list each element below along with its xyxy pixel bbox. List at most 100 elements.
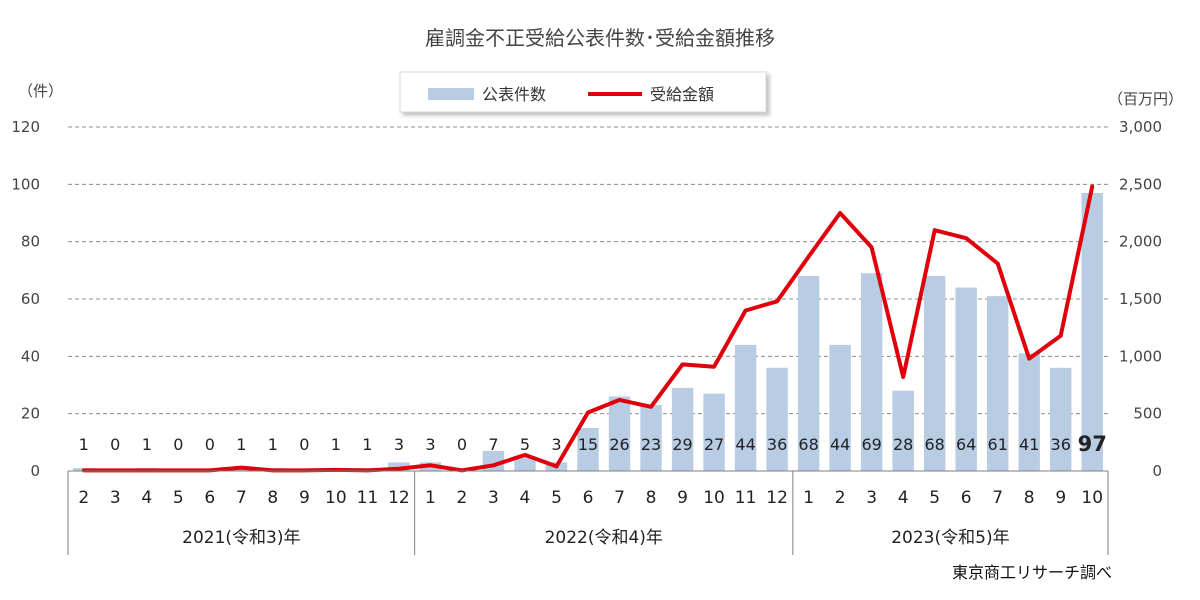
x-tick-label: 3: [110, 488, 121, 508]
x-tick-label: 4: [520, 488, 531, 508]
bar-value-label: 7: [488, 435, 498, 454]
bar: [955, 287, 977, 471]
x-tick-label: 5: [551, 488, 562, 508]
left-tick-label: 120: [11, 118, 40, 136]
right-tick-label: 2,500: [1119, 175, 1162, 193]
bar: [1050, 367, 1072, 471]
x-tick-label: 4: [898, 488, 909, 508]
right-tick-label: 1,000: [1119, 347, 1162, 365]
x-tick-label: 9: [677, 488, 688, 508]
year-label: 2021(令和3)年: [182, 528, 300, 548]
bar: [1081, 192, 1103, 471]
amount-line: [81, 184, 1095, 473]
x-tick-label: 8: [267, 488, 278, 508]
x-tick-label: 12: [388, 488, 410, 508]
bar-value-label: 0: [110, 435, 120, 454]
bar-value-label: 23: [641, 435, 661, 454]
x-axis: 2 3 4 5 6 7 8 9 10 11 12 1 2 3 4 5 6 7 8 9 10 11 12 1 2 3 4 5 6 7 8 9 10…: [67, 470, 1109, 555]
bar-value-label: 15: [578, 435, 598, 454]
bar: [860, 273, 883, 471]
left-tick-label: 100: [11, 175, 40, 193]
left-tick-label: 60: [21, 290, 40, 308]
bar-value-label: 26: [609, 435, 629, 454]
x-tick-label: 10: [325, 488, 347, 508]
line-series: [81, 184, 1095, 473]
legend-bar-swatch: [428, 88, 474, 100]
bar: [703, 393, 725, 471]
x-tick-label: 5: [173, 488, 184, 508]
legend-bar-label: 公表件数: [482, 85, 546, 104]
x-tick-label: 11: [357, 488, 379, 508]
left-tick-label: 0: [30, 462, 40, 480]
x-tick-label: 3: [488, 488, 499, 508]
left-axis-unit: （件）: [18, 82, 63, 100]
x-tick-label: 7: [614, 488, 625, 508]
bar-value-label: 3: [551, 435, 561, 454]
bar-value-label: 0: [299, 435, 309, 454]
bar: [892, 390, 914, 471]
legend-line-label: 受給金額: [650, 85, 714, 104]
right-tick-label: 3,000: [1119, 118, 1162, 136]
bar: [797, 276, 820, 471]
bar-value-label: 0: [457, 435, 467, 454]
right-axis-unit: （百万円）: [1108, 90, 1183, 108]
x-tick-label: 3: [866, 488, 877, 508]
x-tick-label: 9: [299, 488, 310, 508]
right-tick-label: 0: [1152, 462, 1162, 480]
bar-value-label: 5: [520, 435, 530, 454]
x-tick-label: 4: [141, 488, 152, 508]
right-tick-label: 2,000: [1119, 233, 1162, 251]
source-note: 東京商工リサーチ調べ: [952, 563, 1112, 582]
bar-value-label: 1: [79, 435, 89, 454]
bar: [986, 296, 1009, 471]
x-tick-label: 5: [929, 488, 940, 508]
x-tick-label: 6: [583, 488, 594, 508]
right-tick-label: 1,500: [1119, 290, 1162, 308]
bar-value-label: 36: [767, 435, 787, 454]
left-tick-label: 40: [21, 347, 40, 365]
x-tick-label: 10: [703, 488, 725, 508]
right-axis-ticks: 0 500 1,000 1,500 2,000 2,500 3,000: [1119, 118, 1162, 480]
bar-value-label: 1: [268, 435, 278, 454]
x-tick-label: 8: [646, 488, 657, 508]
left-axis-ticks: 0 20 40 60 80 100 120: [11, 118, 40, 480]
x-tick-label: 2: [78, 488, 89, 508]
year-label: 2022(令和4)年: [545, 528, 663, 548]
bar-value-label: 1: [236, 435, 246, 454]
bar-value-label: 69: [861, 435, 881, 454]
bar-value-labels: 1 0 1 0 0 1 1 0 1 1 3 3 0 7 5 3 15 26 23 29 27 44 36 68 44 69 28 68…: [79, 432, 1107, 456]
bar: [608, 396, 631, 471]
bar-value-label: 0: [173, 435, 183, 454]
bar: [577, 428, 599, 471]
right-tick-label: 500: [1133, 405, 1162, 423]
year-label: 2023(令和5)年: [891, 528, 1009, 548]
x-tick-label: 11: [735, 488, 757, 508]
bar: [734, 344, 757, 471]
bar-value-label: 3: [425, 435, 435, 454]
x-tick-label: 2: [457, 488, 468, 508]
gridlines: [68, 126, 1108, 415]
bar-value-label: 61: [988, 435, 1008, 454]
bar: [640, 405, 662, 471]
bar: [671, 387, 694, 471]
x-tick-label: 1: [803, 488, 814, 508]
bar: [766, 367, 788, 471]
x-tick-label: 9: [1055, 488, 1066, 508]
bar: [829, 344, 851, 471]
bar-value-label: 68: [798, 435, 818, 454]
x-tick-label: 7: [992, 488, 1003, 508]
left-tick-label: 80: [21, 233, 40, 251]
bar: [923, 276, 946, 471]
x-tick-label: 2: [835, 488, 846, 508]
bar-value-label: 44: [830, 435, 850, 454]
x-tick-label: 6: [961, 488, 972, 508]
bar-value-label: 1: [362, 435, 372, 454]
bar-value-label: 41: [1019, 435, 1039, 454]
bar-value-label: 36: [1051, 435, 1071, 454]
x-tick-label: 7: [236, 488, 247, 508]
bar-value-label: 0: [205, 435, 215, 454]
bar: [514, 456, 536, 471]
x-tick-label: 8: [1024, 488, 1035, 508]
left-tick-label: 20: [21, 405, 40, 423]
